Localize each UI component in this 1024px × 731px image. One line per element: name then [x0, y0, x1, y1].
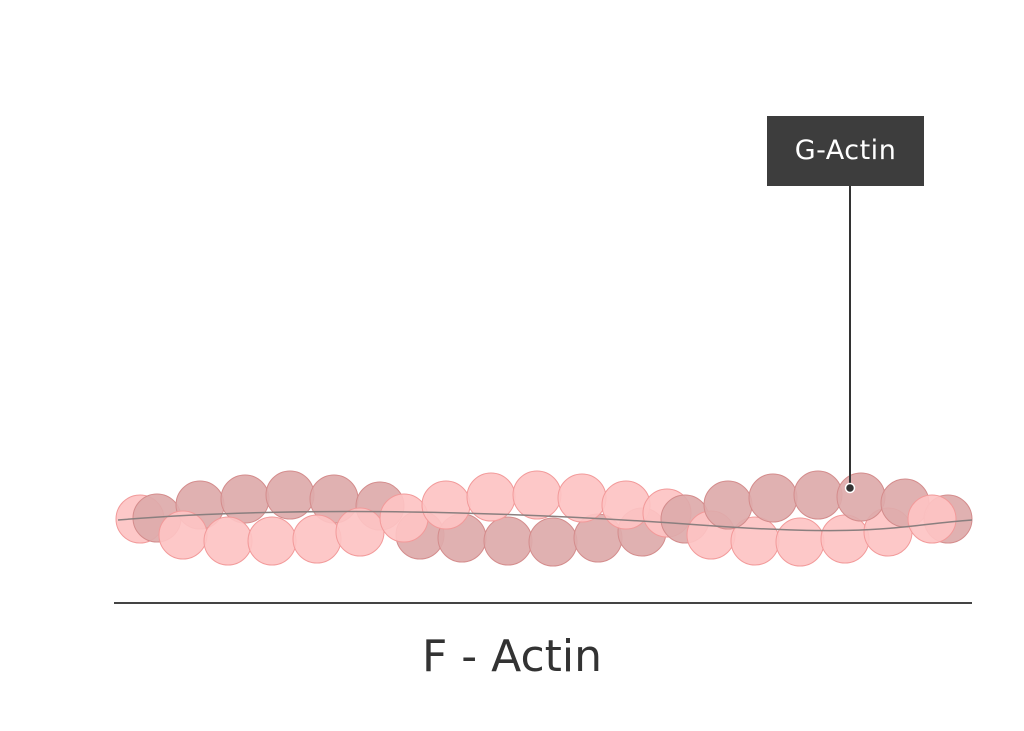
g-actin-monomer-dark	[793, 470, 843, 520]
g-actin-monomer-dark	[528, 517, 578, 567]
g-actin-monomer-dark	[836, 472, 886, 522]
g-actin-monomer-light	[421, 480, 471, 530]
filament-strand-line	[117, 510, 973, 532]
g-actin-callout: G-Actin	[767, 116, 924, 186]
g-actin-monomer-light	[203, 516, 253, 566]
callout-pointer-dot	[844, 482, 856, 494]
g-actin-monomer-dark	[703, 480, 753, 530]
g-actin-monomer-light	[335, 507, 385, 557]
f-actin-filament	[115, 470, 973, 567]
g-actin-monomer-light	[247, 516, 297, 566]
g-actin-monomer-light	[820, 514, 870, 564]
g-actin-monomer-dark	[220, 474, 270, 524]
g-actin-monomer-dark	[748, 473, 798, 523]
g-actin-monomer-dark	[483, 516, 533, 566]
f-actin-caption-text: F - Actin	[421, 631, 603, 682]
g-actin-monomer-light	[379, 493, 429, 543]
g-actin-monomer-light	[512, 470, 562, 520]
f-actin-caption: F - Actin	[0, 628, 1024, 686]
g-actin-label: G-Actin	[794, 135, 897, 166]
g-actin-monomer-light	[158, 510, 208, 560]
g-actin-monomer-light	[292, 514, 342, 564]
g-actin-monomer-light	[775, 517, 825, 567]
g-actin-monomer-light	[907, 494, 957, 544]
g-actin-monomer-light	[557, 473, 607, 523]
